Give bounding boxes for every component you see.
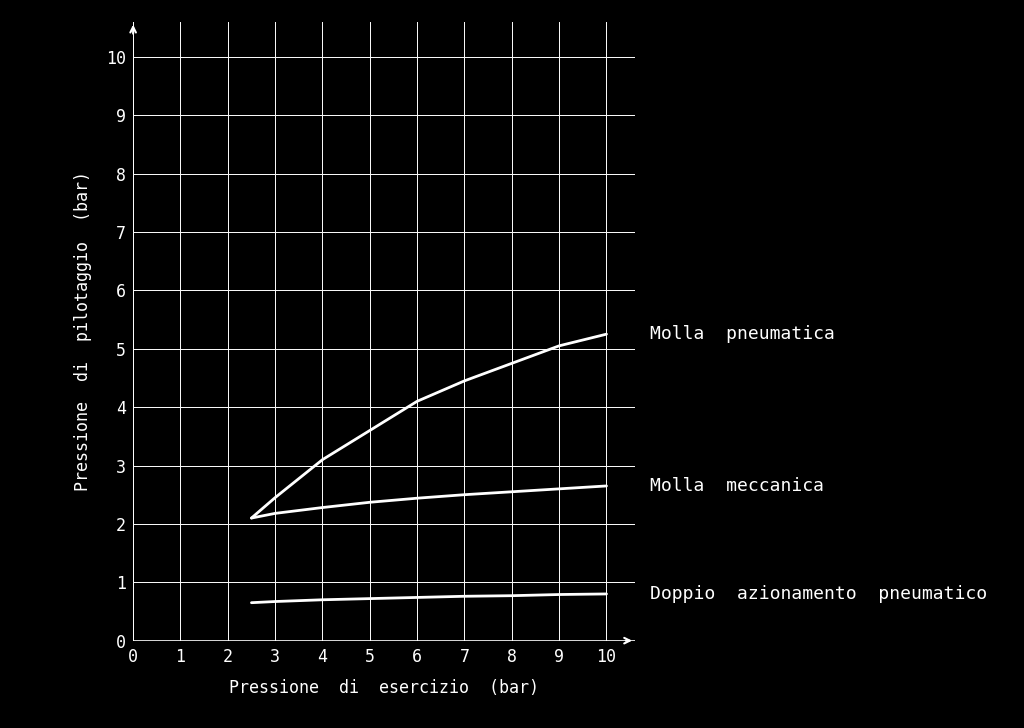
Text: Molla  meccanica: Molla meccanica	[650, 477, 824, 495]
Text: Doppio  azionamento  pneumatico: Doppio azionamento pneumatico	[650, 585, 987, 603]
X-axis label: Pressione  di  esercizio  (bar): Pressione di esercizio (bar)	[229, 679, 539, 697]
Text: Molla  pneumatica: Molla pneumatica	[650, 325, 836, 343]
Y-axis label: Pressione  di  pilotaggio  (bar): Pressione di pilotaggio (bar)	[75, 171, 92, 491]
